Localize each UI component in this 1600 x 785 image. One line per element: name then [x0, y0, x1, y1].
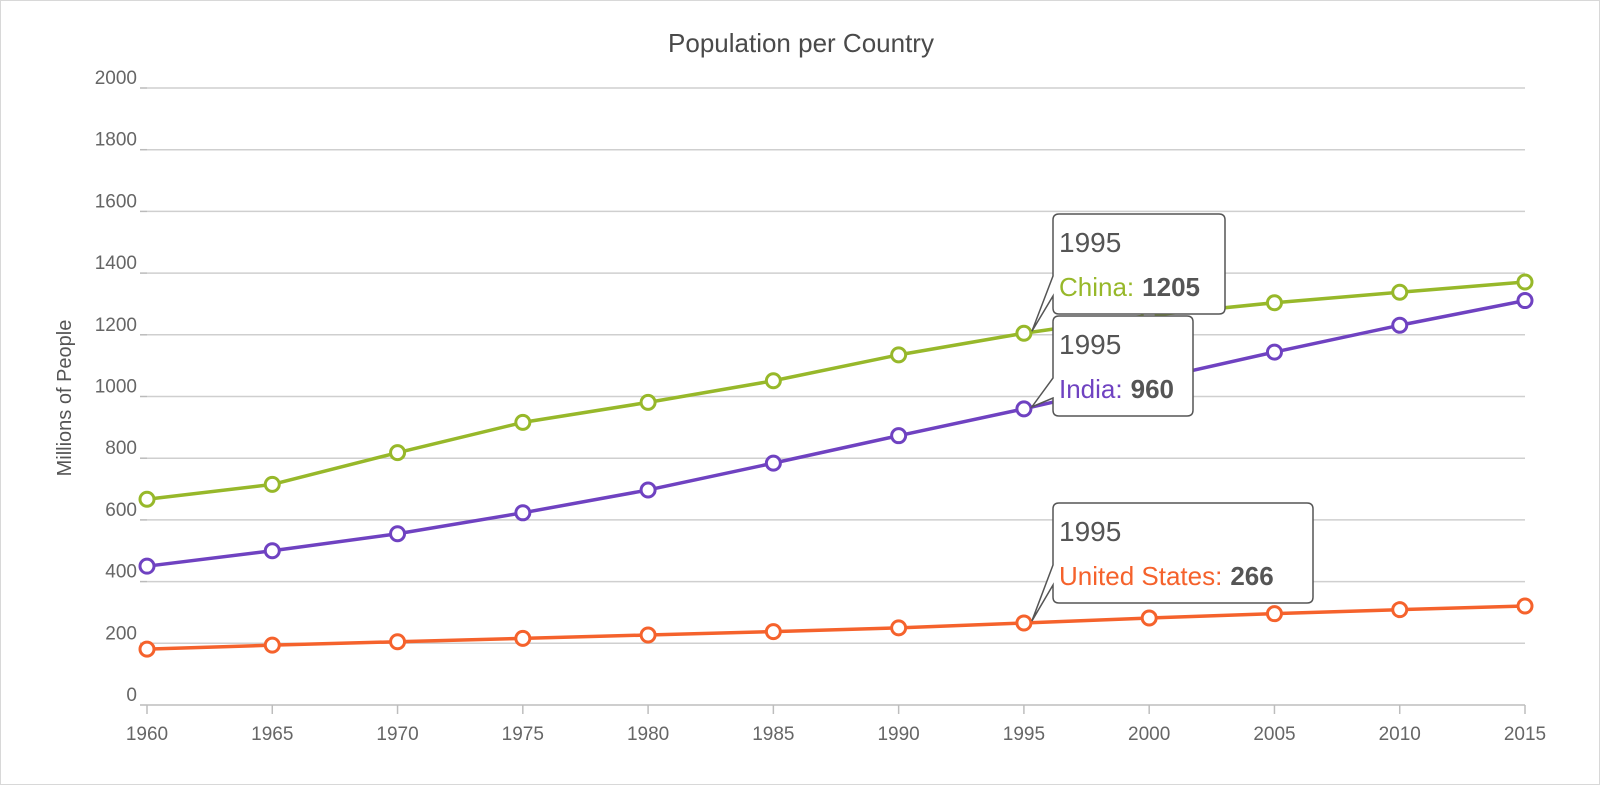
data-point[interactable] — [890, 346, 908, 364]
data-point[interactable] — [514, 629, 532, 647]
data-point[interactable] — [514, 504, 532, 522]
data-point[interactable] — [639, 481, 657, 499]
x-tick-label: 1985 — [752, 724, 794, 745]
data-point[interactable] — [764, 454, 782, 472]
data-point[interactable] — [263, 542, 281, 560]
y-axis-label: Millions of People — [54, 320, 76, 477]
tooltip-series-label: United States: — [1059, 561, 1222, 591]
data-point[interactable] — [389, 444, 407, 462]
x-tick-label: 1995 — [1003, 724, 1045, 745]
data-point[interactable] — [890, 619, 908, 637]
data-point[interactable] — [389, 633, 407, 651]
tooltip-box — [1031, 213, 1226, 332]
y-tick-label: 400 — [105, 562, 137, 583]
data-point[interactable] — [1015, 614, 1033, 632]
x-tick-label: 2005 — [1253, 724, 1295, 745]
x-tick-label: 1965 — [251, 724, 293, 745]
data-point[interactable] — [890, 427, 908, 445]
axes: 0 200 400 600 800 1000 1200 1400 1600 1800 2000 196… — [95, 68, 1546, 745]
y-tick-label: 2000 — [95, 68, 137, 89]
y-tick-label: 600 — [105, 500, 137, 521]
tooltip-box — [1031, 502, 1314, 622]
x-tick-label: 2010 — [1379, 724, 1421, 745]
y-tick-label: 1000 — [95, 377, 137, 398]
tooltip-china: 1995 China: 1205 — [1031, 213, 1226, 332]
y-tick-label: 800 — [105, 438, 137, 459]
tooltip-value: 266 — [1230, 561, 1273, 591]
data-point[interactable] — [764, 623, 782, 641]
data-point[interactable] — [1265, 605, 1283, 623]
data-point[interactable] — [639, 393, 657, 411]
series-united-states — [138, 597, 1534, 658]
data-point[interactable] — [1516, 273, 1534, 291]
tooltip-box — [1029, 315, 1194, 417]
data-point[interactable] — [514, 413, 532, 431]
tooltip-value-line: China: 1205 — [1059, 272, 1200, 302]
series-line — [146, 280, 1526, 501]
tooltip-series-label: China: — [1059, 272, 1134, 302]
chart-title: Population per Country — [668, 28, 934, 58]
data-point[interactable] — [1516, 597, 1534, 615]
tooltip-series-label: India: — [1059, 374, 1123, 404]
gridlines — [147, 87, 1525, 645]
data-point[interactable] — [1391, 601, 1409, 619]
x-tick-label: 1990 — [877, 724, 919, 745]
x-tick-label: 1960 — [126, 724, 168, 745]
x-tick-label: 1970 — [376, 724, 418, 745]
data-point[interactable] — [138, 557, 156, 575]
y-tick-label: 1600 — [95, 191, 137, 212]
series-lines — [138, 273, 1534, 658]
series-line — [146, 298, 1526, 568]
data-point[interactable] — [138, 490, 156, 508]
tooltip-value: 1205 — [1142, 272, 1200, 302]
tooltip-value-line: India: 960 — [1059, 374, 1174, 404]
tooltip-india: 1995 India: 960 — [1029, 315, 1194, 417]
data-point[interactable] — [1516, 292, 1534, 310]
series-china — [138, 273, 1534, 508]
data-point[interactable] — [1265, 343, 1283, 361]
series-line — [146, 604, 1526, 651]
y-tick-label: 1800 — [95, 130, 137, 151]
y-tick-label: 200 — [105, 623, 137, 644]
tooltip-value-line: United States: 266 — [1059, 561, 1274, 591]
tooltip-value: 960 — [1131, 374, 1174, 404]
data-point[interactable] — [263, 475, 281, 493]
y-tick-label: 0 — [126, 685, 137, 706]
data-point[interactable] — [389, 525, 407, 543]
data-point[interactable] — [1391, 316, 1409, 334]
tooltip-year: 1995 — [1059, 227, 1121, 258]
tooltip-year: 1995 — [1059, 329, 1121, 360]
tooltip-year: 1995 — [1059, 516, 1121, 547]
data-point[interactable] — [138, 640, 156, 658]
x-tick-label: 1980 — [627, 724, 669, 745]
data-point[interactable] — [1140, 609, 1158, 627]
series-india — [138, 292, 1534, 575]
x-tick-label: 1975 — [502, 724, 544, 745]
tooltips: 1995 China: 1205 1995 India: 960 1995 United St… — [1029, 213, 1314, 622]
data-point[interactable] — [639, 626, 657, 644]
x-tick-label: 2015 — [1504, 724, 1546, 745]
data-point[interactable] — [263, 636, 281, 654]
data-point[interactable] — [1265, 294, 1283, 312]
data-point[interactable] — [764, 372, 782, 390]
y-tick-label: 1400 — [95, 253, 137, 274]
x-tick-label: 2000 — [1128, 724, 1170, 745]
data-point[interactable] — [1015, 400, 1033, 418]
tooltip-united-states: 1995 United States: 266 — [1031, 502, 1314, 622]
data-point[interactable] — [1391, 283, 1409, 301]
y-tick-label: 1200 — [95, 315, 137, 336]
data-point[interactable] — [1015, 324, 1033, 342]
